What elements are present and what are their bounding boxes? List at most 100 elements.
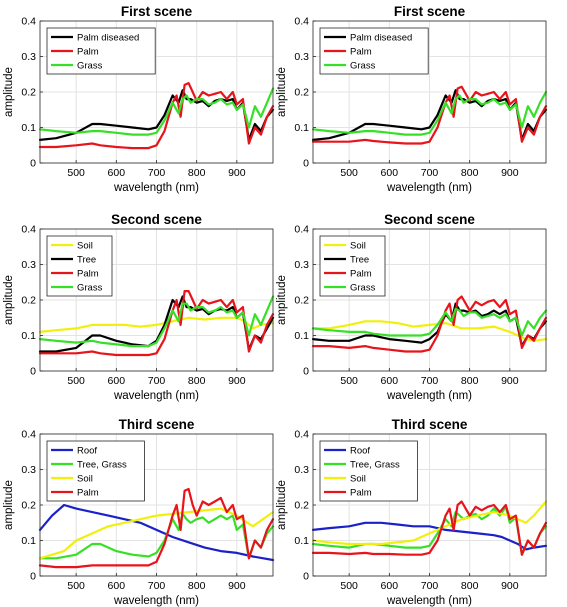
x-tick-label: 800 xyxy=(461,167,479,179)
y-tick-label: 0.1 xyxy=(21,330,36,342)
y-tick-label: 0.2 xyxy=(21,295,36,307)
y-tick-label: 0.2 xyxy=(21,500,36,512)
chart-panel-4: 500 600 700 800 900 0 0.1 0.2 0.3 0.4 Second scene… xyxy=(276,212,548,402)
legend-label: Grass xyxy=(77,283,103,294)
x-tick-label: 500 xyxy=(67,375,85,387)
y-tick-label: 0.1 xyxy=(21,122,36,134)
y-tick-label: 0.4 xyxy=(21,224,36,236)
x-tick-label: 600 xyxy=(108,580,126,592)
legend-label: Palm xyxy=(350,269,372,280)
y-tick-label: 0.1 xyxy=(294,535,309,547)
legend-label: Palm diseased xyxy=(350,33,412,44)
chart-title: Second scene xyxy=(111,212,202,227)
chart-title: Third scene xyxy=(119,417,195,432)
y-tick-label: 0.3 xyxy=(21,464,36,476)
x-tick-label: 900 xyxy=(501,580,519,592)
x-tick-label: 900 xyxy=(501,167,519,179)
series-line xyxy=(311,500,548,556)
y-axis-label: amplitude xyxy=(3,67,15,117)
series-line xyxy=(311,500,548,546)
legend-label: Soil xyxy=(77,474,93,485)
legend-label: Palm xyxy=(350,47,372,58)
x-tick-label: 700 xyxy=(148,167,166,179)
chart-panel-1: 500 600 700 800 900 0 0.1 0.2 0.3 0.4 First scene w… xyxy=(3,4,275,194)
legend-label: Tree xyxy=(77,255,96,266)
y-tick-label: 0.4 xyxy=(294,224,309,236)
x-axis-label: wavelength (nm) xyxy=(386,182,472,194)
series-line xyxy=(38,503,275,562)
x-tick-label: 600 xyxy=(381,580,399,592)
x-tick-label: 900 xyxy=(228,375,246,387)
chart-panel-3: 500 600 700 800 900 0 0.1 0.2 0.3 0.4 Second scene… xyxy=(3,212,275,402)
x-tick-label: 900 xyxy=(228,167,246,179)
legend-label: Roof xyxy=(350,446,370,457)
x-tick-label: 900 xyxy=(228,580,246,592)
y-tick-label: 0.4 xyxy=(21,16,36,28)
x-tick-label: 700 xyxy=(421,167,439,179)
y-tick-label: 0.3 xyxy=(21,259,36,271)
legend-label: Palm diseased xyxy=(77,33,139,44)
x-axis-label: wavelength (nm) xyxy=(113,595,199,607)
y-tick-label: 0 xyxy=(303,571,309,583)
legend-label: Tree, Grass xyxy=(77,460,127,471)
chart-title: First scene xyxy=(394,4,466,19)
chart-title: Second scene xyxy=(384,212,475,227)
series-line xyxy=(311,295,548,353)
legend-label: Soil xyxy=(77,241,93,252)
y-tick-label: 0.2 xyxy=(294,87,309,99)
legend-label: Palm xyxy=(77,47,99,58)
series-line xyxy=(38,316,275,333)
legend-label: Tree, Grass xyxy=(350,460,400,471)
x-tick-label: 800 xyxy=(461,375,479,387)
legend-label: Grass xyxy=(350,61,376,72)
x-tick-label: 500 xyxy=(67,580,85,592)
y-axis-label: amplitude xyxy=(276,67,288,117)
chart-panel-6: 500 600 700 800 900 0 0.1 0.2 0.3 0.4 Third scene w… xyxy=(276,417,548,607)
y-tick-label: 0.1 xyxy=(21,535,36,547)
y-tick-label: 0.4 xyxy=(294,16,309,28)
x-tick-label: 700 xyxy=(421,580,439,592)
series-line xyxy=(38,487,275,569)
y-axis-label: amplitude xyxy=(3,275,15,325)
y-tick-label: 0.3 xyxy=(294,464,309,476)
x-tick-label: 600 xyxy=(108,167,126,179)
series-line xyxy=(311,307,548,337)
legend-label: Palm xyxy=(77,488,99,499)
x-tick-label: 700 xyxy=(421,375,439,387)
legend-label: Grass xyxy=(77,61,103,72)
y-axis-label: amplitude xyxy=(276,275,288,325)
series-line xyxy=(311,90,548,136)
chart-title: Third scene xyxy=(392,417,468,432)
y-tick-label: 0.4 xyxy=(294,429,309,441)
legend-label: Palm xyxy=(77,269,99,280)
series-line xyxy=(38,87,275,136)
y-tick-label: 0 xyxy=(303,158,309,170)
legend-label: Grass xyxy=(350,283,376,294)
x-tick-label: 500 xyxy=(340,167,358,179)
x-tick-label: 900 xyxy=(501,375,519,387)
chart-panel-2: 500 600 700 800 900 0 0.1 0.2 0.3 0.4 First scene w… xyxy=(276,4,548,194)
x-tick-label: 800 xyxy=(461,580,479,592)
y-tick-label: 0.3 xyxy=(294,51,309,63)
x-tick-label: 500 xyxy=(340,580,358,592)
y-tick-label: 0.3 xyxy=(21,51,36,63)
y-tick-label: 0 xyxy=(30,366,36,378)
x-tick-label: 700 xyxy=(148,580,166,592)
x-tick-label: 600 xyxy=(381,167,399,179)
y-tick-label: 0.4 xyxy=(21,429,36,441)
y-tick-label: 0.1 xyxy=(294,122,309,134)
x-tick-label: 800 xyxy=(188,167,206,179)
y-tick-label: 0 xyxy=(30,158,36,170)
x-axis-label: wavelength (nm) xyxy=(386,390,472,402)
y-tick-label: 0.2 xyxy=(294,295,309,307)
y-tick-label: 0.2 xyxy=(294,500,309,512)
x-axis-label: wavelength (nm) xyxy=(113,182,199,194)
legend-label: Soil xyxy=(350,241,366,252)
x-axis-label: wavelength (nm) xyxy=(386,595,472,607)
y-tick-label: 0.1 xyxy=(294,330,309,342)
y-axis-label: amplitude xyxy=(3,480,15,530)
x-tick-label: 800 xyxy=(188,580,206,592)
series-line xyxy=(38,295,275,348)
y-tick-label: 0.2 xyxy=(21,87,36,99)
